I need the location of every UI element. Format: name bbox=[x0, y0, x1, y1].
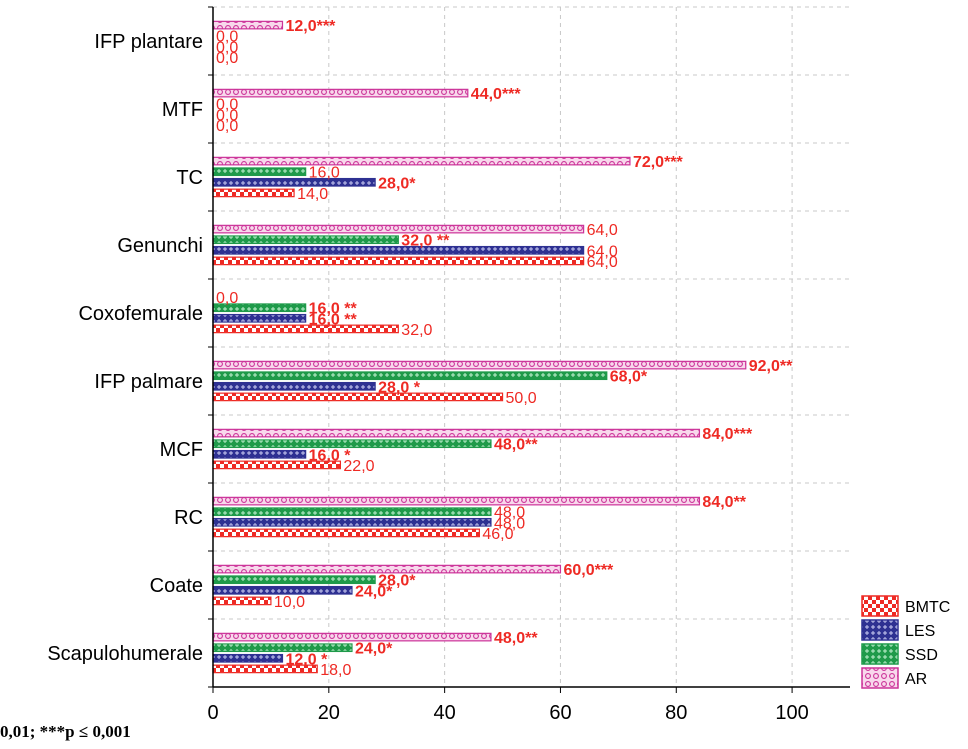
data-label: 48,0 bbox=[494, 505, 525, 522]
data-label: 64,0 bbox=[587, 243, 618, 260]
bar-les bbox=[212, 517, 492, 527]
bar-les bbox=[212, 653, 284, 663]
data-label: 0,0 bbox=[216, 50, 238, 67]
bar-bmtc bbox=[212, 324, 399, 334]
category-label: TC bbox=[176, 167, 203, 189]
data-label: 0,0 bbox=[216, 29, 238, 46]
data-label: 12,0 * bbox=[285, 651, 328, 668]
bar-ssd bbox=[212, 643, 353, 653]
bar-bmtc bbox=[212, 392, 504, 402]
legend-label: SSD bbox=[905, 647, 938, 664]
data-label: 64,0 bbox=[587, 222, 618, 239]
data-label: 28,0 * bbox=[378, 379, 421, 396]
data-label: 22,0 bbox=[343, 458, 374, 475]
legend-swatch-bmtc bbox=[861, 595, 899, 617]
data-label: 16,0 ** bbox=[309, 301, 358, 318]
data-label: 24,0* bbox=[355, 583, 393, 600]
data-label: 18,0 bbox=[320, 662, 351, 679]
data-label: 28,0* bbox=[378, 573, 416, 590]
data-label: 48,0** bbox=[494, 437, 538, 454]
data-label: 60,0*** bbox=[563, 562, 614, 579]
bar-bmtc bbox=[212, 596, 272, 606]
data-label: 16,0 bbox=[309, 165, 340, 182]
legend-label: BMTC bbox=[905, 599, 950, 616]
axes: IFP plantare MTF TC Genunchi Coxofemurale IFP… bbox=[47, 6, 850, 724]
bar-bmtc bbox=[212, 528, 480, 538]
data-label: 48,0** bbox=[494, 630, 538, 647]
x-tick-label: 40 bbox=[434, 702, 456, 724]
data-label: 0,0 bbox=[216, 97, 238, 114]
legend-swatch-ssd bbox=[861, 643, 899, 665]
category-label: RC bbox=[174, 507, 203, 529]
data-label: 44,0*** bbox=[471, 86, 522, 103]
bar-ssd bbox=[212, 507, 492, 517]
category-label: MTF bbox=[162, 99, 203, 121]
bar-ar bbox=[212, 88, 469, 98]
bar-ar bbox=[212, 360, 747, 370]
data-label: 16,0 * bbox=[309, 447, 352, 464]
category-label: IFP plantare bbox=[94, 31, 203, 53]
data-labels: 12,0***0,00,00,044,0***0,00,00,072,0***1… bbox=[216, 18, 793, 679]
data-label: 0,0 bbox=[216, 290, 238, 307]
data-label: 0,0 bbox=[216, 39, 238, 56]
data-label: 46,0 bbox=[482, 526, 513, 543]
bar-ar bbox=[212, 496, 701, 506]
data-label: 14,0 bbox=[297, 186, 328, 203]
bar-bmtc bbox=[212, 188, 295, 198]
legend-label: AR bbox=[905, 671, 927, 688]
bar-les bbox=[212, 313, 307, 323]
data-label: 12,0*** bbox=[285, 18, 336, 35]
category-label: Coxofemurale bbox=[78, 303, 203, 325]
legend-swatch-ar bbox=[861, 667, 899, 689]
bar-ar bbox=[212, 428, 701, 438]
footnote: 0,01; ***p ≤ 0,001 bbox=[0, 722, 131, 741]
data-label: 16,0 ** bbox=[309, 311, 358, 328]
data-label: 72,0*** bbox=[633, 154, 684, 171]
category-label: Scapulohumerale bbox=[47, 643, 203, 665]
bar-bmtc bbox=[212, 256, 585, 266]
bar-les bbox=[212, 177, 376, 187]
data-label: 48,0 bbox=[494, 515, 525, 532]
data-label: 28,0* bbox=[378, 175, 416, 192]
bar-les bbox=[212, 449, 307, 459]
grid bbox=[212, 6, 850, 688]
bar-ar bbox=[212, 224, 585, 234]
x-tick-label: 0 bbox=[207, 702, 218, 724]
legend-label: LES bbox=[905, 623, 935, 640]
bar-ar bbox=[212, 156, 631, 166]
data-label: 24,0* bbox=[355, 641, 393, 658]
data-label: 50,0 bbox=[506, 390, 537, 407]
x-tick-label: 60 bbox=[549, 702, 571, 724]
bar-ssd bbox=[212, 235, 399, 245]
data-label: 68,0* bbox=[610, 369, 648, 386]
category-label: IFP palmare bbox=[94, 371, 203, 393]
bar-les bbox=[212, 381, 376, 391]
category-label: Genunchi bbox=[117, 235, 203, 257]
bar-les bbox=[212, 245, 585, 255]
bar-ssd bbox=[212, 575, 376, 585]
data-label: 64,0 bbox=[587, 254, 618, 271]
data-label: 10,0 bbox=[274, 594, 305, 611]
category-label: MCF bbox=[160, 439, 203, 461]
legend: BMTC LES SSD AR bbox=[861, 595, 950, 689]
data-label: 84,0** bbox=[702, 494, 746, 511]
data-label: 0,0 bbox=[216, 107, 238, 124]
category-label: Coate bbox=[150, 575, 203, 597]
data-label: 32,0 ** bbox=[401, 233, 450, 250]
x-tick-label: 20 bbox=[318, 702, 340, 724]
bars bbox=[212, 20, 747, 674]
bar-ssd bbox=[212, 167, 307, 177]
x-tick-label: 100 bbox=[775, 702, 808, 724]
bar-ar bbox=[212, 632, 492, 642]
data-label: 32,0 bbox=[401, 322, 432, 339]
bar-ssd bbox=[212, 439, 492, 449]
data-label: 84,0*** bbox=[702, 426, 753, 443]
data-label: 0,0 bbox=[216, 118, 238, 135]
legend-swatch-les bbox=[861, 619, 899, 641]
data-label: 92,0** bbox=[749, 358, 793, 375]
x-tick-label: 80 bbox=[665, 702, 687, 724]
